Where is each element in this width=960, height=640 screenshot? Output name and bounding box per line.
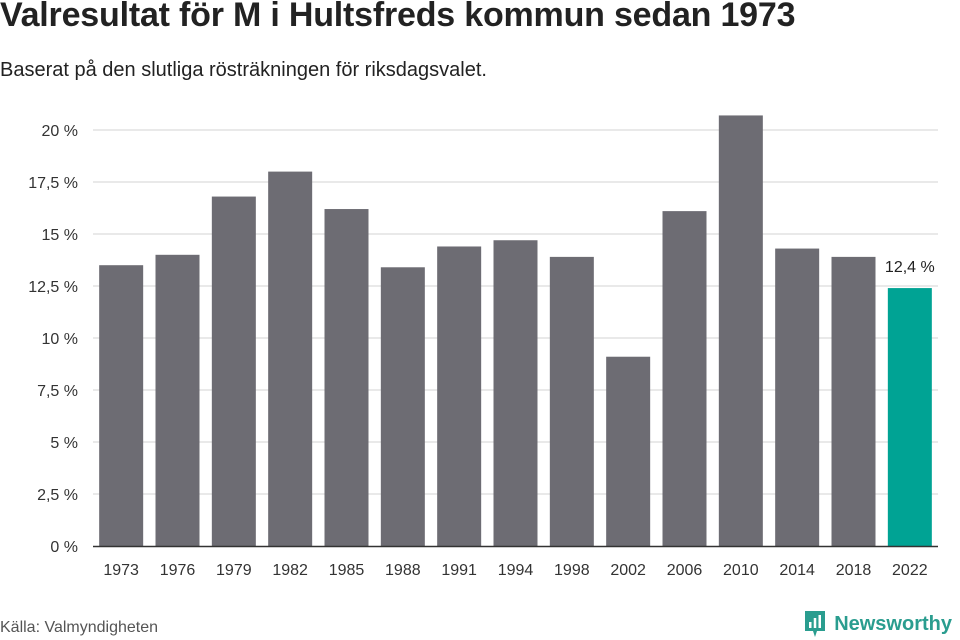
bar-highlighted [887,288,932,546]
x-tick-label: 1998 [554,562,590,579]
y-tick-label: 17,5 % [28,175,78,192]
x-tick-label: 1982 [272,562,308,579]
highlight-data-label: 12,4 % [885,259,935,276]
bars [99,115,932,547]
y-axis-ticks: 0 % 2,5 % 5 % 7,5 % 10 % 12,5 % 15 % 17,5 % 20 % [28,123,78,556]
bar-chart: 0 % 2,5 % 5 % 7,5 % 10 % 12,5 % 15 % 17,5 % 20 %… [28,115,938,579]
y-tick-label: 0 % [50,539,78,556]
bar [549,256,594,546]
bar [268,171,313,546]
bar [324,209,369,547]
y-tick-label: 10 % [42,331,78,348]
x-tick-label: 2018 [836,562,872,579]
x-tick-label: 2006 [667,562,703,579]
x-tick-label: 1985 [329,562,365,579]
x-tick-label: 1988 [385,562,421,579]
bar [606,356,651,546]
x-tick-label: 1976 [160,562,196,579]
y-tick-label: 2,5 % [37,487,78,504]
brand: Newsworthy [803,609,952,639]
bar [437,246,482,547]
brand-name: Newsworthy [834,612,952,635]
x-tick-label: 1979 [216,562,252,579]
bar [211,196,256,546]
x-tick-label: 1973 [103,562,139,579]
y-tick-label: 5 % [50,435,78,452]
bar [493,240,538,547]
x-tick-label: 2014 [779,562,815,579]
x-tick-label: 2010 [723,562,759,579]
newsworthy-logo-icon [805,611,826,637]
bar [718,115,763,546]
source-text: Källa: Valmyndigheten [0,619,159,636]
x-tick-label: 2002 [610,562,646,579]
bar [380,267,425,546]
y-tick-label: 20 % [42,123,78,140]
bar [775,248,820,546]
chart-title: Valresultat för M i Hultsfreds kommun se… [0,0,796,34]
bar [155,254,200,547]
x-tick-label: 2022 [892,562,928,579]
x-axis-ticks: 1973 1976 1979 1982 1985 1988 1991 1994 1998 2002… [103,562,927,579]
bar [99,265,144,546]
y-tick-label: 12,5 % [28,279,78,296]
x-tick-label: 1991 [441,562,477,579]
chart-subtitle: Baserat på den slutliga rösträkningen fö… [0,59,487,81]
y-tick-label: 15 % [42,227,78,244]
bar [831,256,876,546]
data-labels: 12,4 % [885,259,935,276]
bar [662,211,707,546]
x-tick-label: 1994 [498,562,534,579]
y-tick-label: 7,5 % [37,383,78,400]
